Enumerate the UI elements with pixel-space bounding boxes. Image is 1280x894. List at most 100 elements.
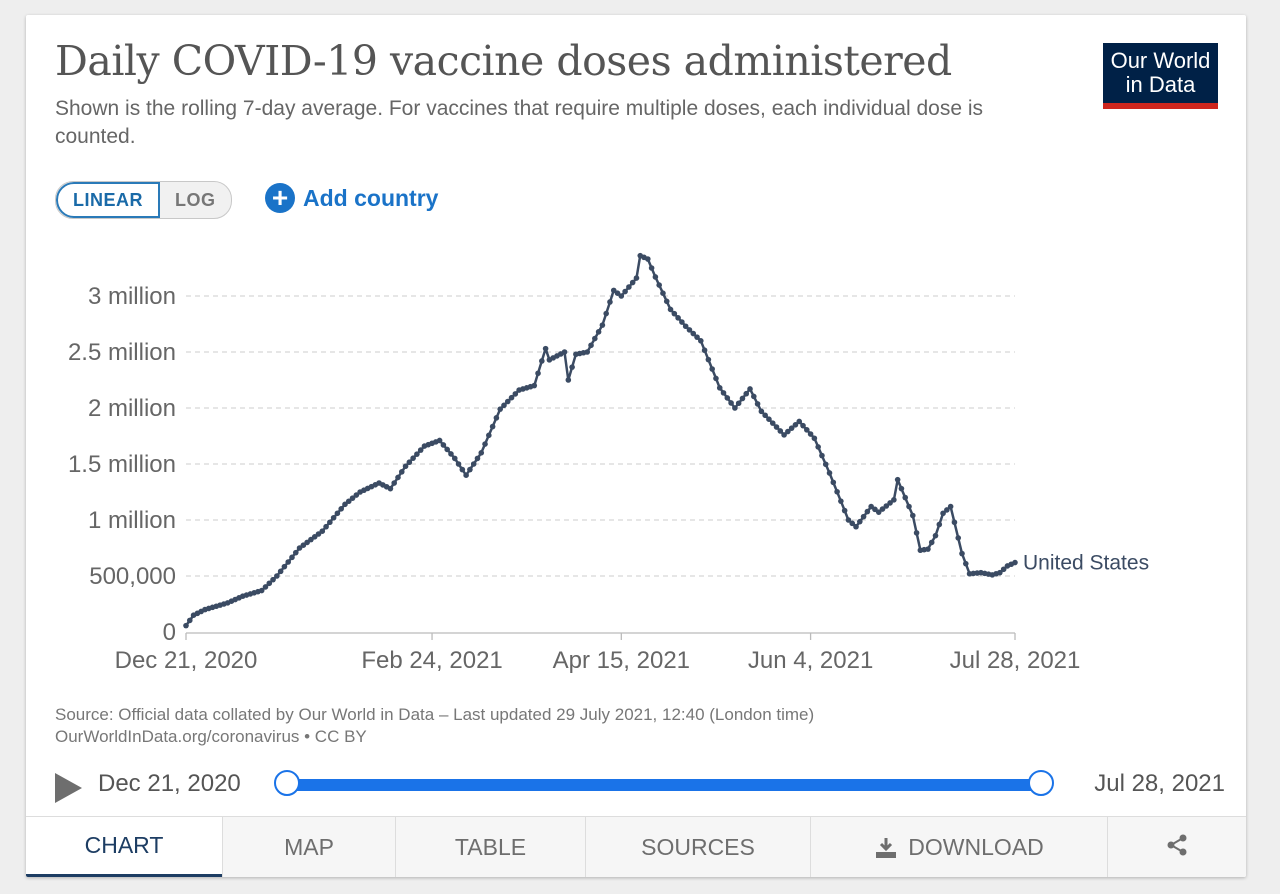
data-point [277,568,284,575]
data-point [682,323,689,330]
data-point [962,560,969,567]
data-point [626,284,632,290]
data-point [395,474,401,481]
tab-map-label: MAP [284,834,334,860]
data-point [879,506,886,512]
data-point [856,518,863,525]
data-point [410,455,416,461]
data-point [436,437,443,444]
series-layer: United States [183,252,1149,629]
data-point [274,573,280,579]
data-point [792,422,799,428]
data-point [607,299,613,305]
data-point [841,507,848,514]
plus-circle-icon: + [265,183,295,213]
data-point [444,446,450,453]
data-point [497,406,503,412]
data-point [940,510,946,517]
data-point [860,513,867,520]
data-point [595,329,602,335]
tab-download[interactable]: DOWNLOAD [810,817,1107,877]
data-point [542,345,549,352]
x-tick-label: Apr 15, 2021 [553,647,690,674]
log-scale-button[interactable]: LOG [175,190,216,210]
data-point [849,520,856,527]
data-point [648,265,655,271]
data-point [482,441,488,447]
data-point [539,358,545,364]
data-point [891,497,897,503]
tab-chart[interactable]: CHART [26,817,222,877]
data-point [334,510,341,517]
y-tick-label: 0 [163,619,176,646]
data-point [266,580,273,587]
data-point [788,425,795,431]
data-point [951,519,958,526]
data-point [342,501,348,508]
tab-sources[interactable]: SOURCES [585,817,810,877]
logo-line-1: Our World [1110,48,1211,73]
data-point [830,479,837,486]
data-point [402,463,409,470]
data-point [459,466,466,473]
data-point [766,416,772,423]
data-point [440,442,447,448]
x-tick-label: Feb 24, 2021 [361,647,502,674]
data-point [675,315,681,321]
tab-bar: CHART MAP TABLE SOURCES DOWNLOAD [26,816,1246,877]
tab-share[interactable] [1107,817,1246,877]
data-point [845,517,852,523]
series-line [184,254,1016,627]
data-point [785,428,791,435]
linear-scale-button[interactable]: LINEAR [56,182,160,218]
add-country-label: Add country [303,184,439,211]
y-tick-label: 1.5 million [68,451,176,478]
data-point [470,461,477,467]
data-point [592,335,598,342]
data-point [656,282,662,288]
tab-table[interactable]: TABLE [395,817,585,877]
timeline-start-label: Dec 21, 2020 [98,770,241,797]
data-point [270,576,276,583]
data-point [944,507,950,513]
data-point [183,622,189,629]
data-point [387,485,394,492]
data-point [997,569,1003,576]
data-point [629,279,636,286]
data-point [769,420,776,426]
owid-logo[interactable]: Our World in Data [1103,43,1218,109]
data-point [679,319,685,325]
data-point [463,472,469,479]
data-point [932,532,939,539]
timeline-track[interactable] [287,779,1041,791]
tab-sources-label: SOURCES [641,834,755,860]
data-point [330,514,337,521]
data-point [864,508,871,515]
grid-lines [186,295,1015,577]
data-point [796,418,803,425]
data-point [478,450,485,456]
data-point [747,386,753,392]
data-point [838,498,844,504]
data-point [474,455,481,462]
data-point [875,509,882,515]
data-point [584,349,591,355]
data-point [853,523,859,530]
data-point [947,503,954,510]
timeline-end-handle[interactable] [1028,770,1054,796]
data-point [467,466,473,473]
data-point [928,539,935,546]
data-point [822,461,829,468]
data-point [698,338,704,344]
tab-map[interactable]: MAP [222,817,395,877]
timeline: Dec 21, 2020 Jul 28, 2021 [55,763,1225,807]
add-country-button[interactable]: + Add country [265,183,438,213]
chart-title: Daily COVID-19 vaccine doses administere… [55,37,952,85]
data-point [262,584,269,590]
source-line-2[interactable]: OurWorldInData.org/coronavirus • CC BY [55,727,367,746]
play-icon[interactable] [55,773,82,803]
y-tick-label: 2 million [88,395,176,422]
data-point [709,366,715,372]
timeline-start-handle[interactable] [274,770,300,796]
data-point [671,310,678,317]
